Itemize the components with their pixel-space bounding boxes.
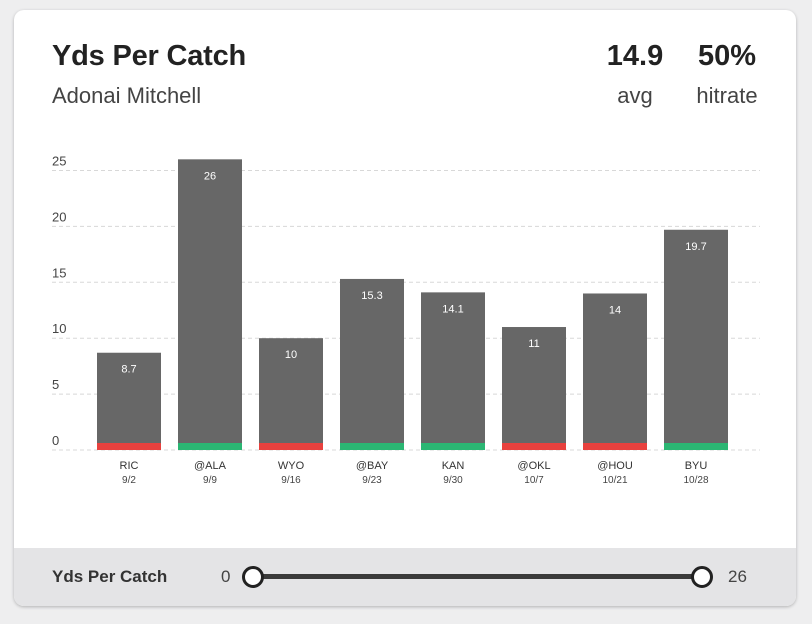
x-tick-date: 9/16 [281,475,301,486]
miss-indicator [583,443,647,450]
avg-value: 14.9 [606,40,664,72]
bar-value-label: 26 [204,170,216,182]
x-tick-label: KAN [442,460,465,472]
bar-chart: 0 5 10 15 20 25 8.7 RIC 9/2 26 @ALA 9/9 10 WYO 9/16 15.… [52,154,760,486]
x-tick-date: 9/30 [443,475,463,486]
y-tick-label: 25 [52,154,66,169]
hit-indicator [178,443,242,450]
hitrate-value: 50% [697,40,757,72]
y-tick-label: 15 [52,265,66,280]
y-tick-label: 20 [52,209,66,224]
x-tick-label: @BAY [356,460,389,472]
range-min-value: 0 [221,567,231,586]
stat-card: Yds Per Catch Adonai Mitchell 14.9 avg 5… [14,10,796,606]
bar-value-label: 8.7 [121,364,136,376]
x-tick-date: 9/9 [203,475,217,486]
x-tick-date: 10/28 [683,475,708,486]
hit-indicator [340,443,404,450]
hit-indicator [421,443,485,450]
y-tick-label: 10 [52,321,66,336]
chart-title: Yds Per Catch [52,40,247,72]
x-tick-label: BYU [685,460,708,472]
avg-label: avg [617,83,653,108]
slider-min-handle[interactable] [242,566,264,588]
bar [664,229,728,450]
bar-value-label: 19.7 [685,241,706,253]
bar-value-label: 10 [285,349,297,361]
x-tick-date: 10/21 [602,475,627,486]
hit-indicator [664,443,728,450]
x-tick-date: 10/7 [524,475,544,486]
y-tick-label: 5 [52,377,59,392]
x-tick-date: 9/2 [122,475,136,486]
miss-indicator [502,443,566,450]
bar [502,327,566,450]
slider-max-handle[interactable] [691,566,713,588]
slider-track[interactable] [252,574,702,579]
bar [97,352,161,450]
hitrate-stat: 50% hitrate [682,40,772,109]
x-tick-date: 9/23 [362,475,382,486]
bar [583,293,647,450]
filter-label: Yds Per Catch [52,567,168,586]
range-max-value: 26 [728,567,747,586]
x-tick-label: @OKL [517,460,550,472]
x-tick-label: @HOU [597,460,633,472]
x-tick-label: RIC [120,460,139,472]
bar-value-label: 14 [609,304,621,316]
bar-value-label: 14.1 [442,303,463,315]
bar [259,338,323,450]
x-tick-label: @ALA [194,460,227,472]
miss-indicator [97,443,161,450]
avg-stat: 14.9 avg [600,40,670,109]
miss-indicator [259,443,323,450]
bar-value-label: 15.3 [361,290,382,302]
hitrate-label: hitrate [696,83,758,108]
player-name: Adonai Mitchell [52,83,202,108]
bar [340,278,404,450]
bar [421,292,485,450]
bar [178,159,242,450]
range-filter: Yds Per Catch 0 26 [14,548,796,606]
y-tick-label: 0 [52,433,59,448]
bar-value-label: 11 [528,338,539,350]
x-tick-label: WYO [278,460,305,472]
